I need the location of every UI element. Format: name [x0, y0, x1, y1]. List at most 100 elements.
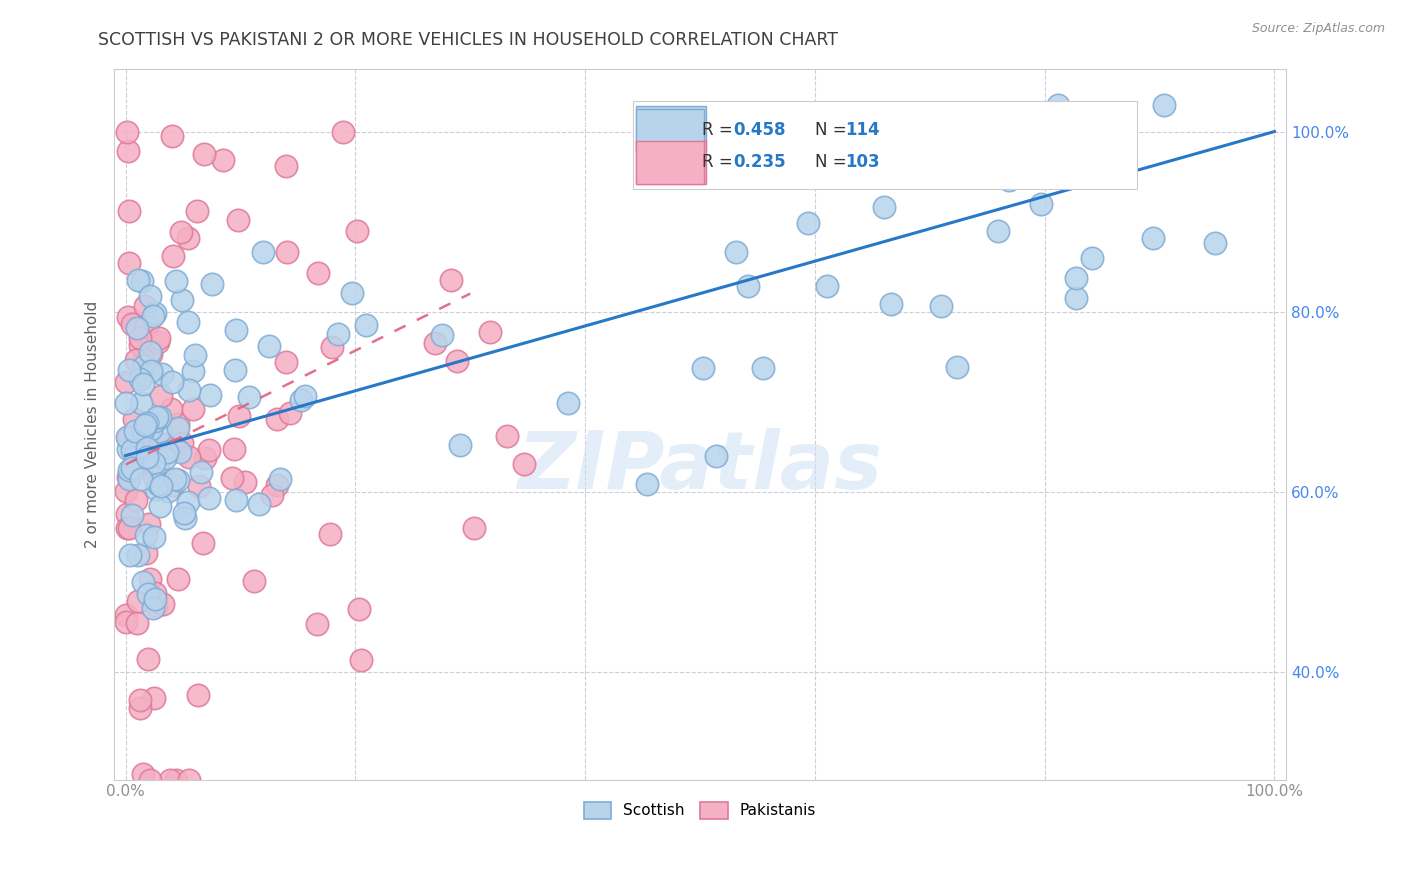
Point — [115, 507, 138, 521]
Point — [125, 321, 148, 335]
Point — [136, 587, 159, 601]
Point — [129, 396, 152, 410]
Point — [191, 536, 214, 550]
Point — [179, 383, 201, 397]
Point — [692, 361, 714, 376]
Point — [332, 124, 354, 138]
Point — [307, 266, 329, 280]
Point — [225, 323, 247, 337]
Point — [121, 317, 143, 331]
Point — [122, 411, 145, 425]
Point — [162, 249, 184, 263]
Point — [117, 144, 139, 158]
Point — [201, 277, 224, 291]
Text: SCOTTISH VS PAKISTANI 2 OR MORE VEHICLES IN HOUSEHOLD CORRELATION CHART: SCOTTISH VS PAKISTANI 2 OR MORE VEHICLES… — [98, 31, 838, 49]
Point — [269, 472, 291, 486]
Point — [132, 767, 155, 781]
Point — [181, 402, 204, 417]
Text: 0.458: 0.458 — [733, 121, 786, 139]
Point — [136, 316, 159, 330]
Point — [1088, 145, 1111, 159]
Point — [149, 500, 172, 514]
Point — [117, 521, 139, 535]
Point — [139, 422, 162, 436]
Point — [430, 328, 453, 343]
Point — [136, 441, 159, 455]
Point — [737, 279, 759, 293]
Point — [200, 388, 222, 402]
Point — [134, 354, 156, 368]
Point — [129, 472, 152, 486]
Point — [228, 212, 250, 227]
Point — [163, 472, 186, 486]
Point — [1043, 147, 1066, 161]
Point — [114, 376, 136, 390]
Point — [987, 224, 1010, 238]
Point — [274, 354, 297, 368]
Point — [114, 395, 136, 409]
Point — [998, 173, 1021, 187]
Point — [115, 124, 138, 138]
Point — [145, 482, 167, 496]
Point — [145, 410, 167, 425]
FancyBboxPatch shape — [636, 109, 703, 152]
Point — [132, 359, 155, 373]
Point — [132, 368, 155, 382]
Point — [150, 479, 173, 493]
Point — [139, 289, 162, 303]
Text: R =: R = — [703, 153, 738, 171]
Point — [118, 362, 141, 376]
Point — [131, 376, 153, 391]
Point — [141, 364, 163, 378]
Text: N =: N = — [815, 121, 852, 139]
Point — [121, 508, 143, 523]
Point — [132, 423, 155, 437]
Point — [704, 449, 727, 463]
Point — [131, 424, 153, 438]
Point — [141, 415, 163, 429]
Point — [138, 516, 160, 531]
Point — [118, 472, 141, 486]
FancyBboxPatch shape — [633, 101, 1137, 189]
Point — [1204, 235, 1226, 250]
Point — [166, 274, 188, 288]
Text: R =: R = — [703, 121, 738, 139]
Point — [1080, 251, 1102, 265]
Point — [153, 436, 176, 450]
Point — [167, 421, 190, 435]
Point — [149, 389, 172, 403]
Point — [167, 474, 190, 488]
Point — [225, 493, 247, 508]
Point — [169, 444, 191, 458]
Text: ZIPatlas: ZIPatlas — [517, 428, 883, 506]
Point — [495, 428, 517, 442]
Point — [128, 701, 150, 715]
Point — [152, 597, 174, 611]
Point — [135, 428, 157, 442]
Legend: Scottish, Pakistanis: Scottish, Pakistanis — [578, 796, 823, 825]
Point — [132, 575, 155, 590]
Point — [340, 285, 363, 300]
Point — [1069, 146, 1091, 161]
Point — [149, 425, 172, 439]
Point — [197, 443, 219, 458]
Point — [243, 574, 266, 589]
Point — [262, 488, 284, 502]
Point — [194, 450, 217, 465]
Point — [294, 389, 316, 403]
Point — [238, 390, 260, 404]
Point — [187, 478, 209, 492]
Point — [354, 318, 377, 332]
Point — [198, 491, 221, 506]
Point — [173, 511, 195, 525]
Point — [425, 335, 447, 350]
Point — [177, 495, 200, 509]
Point — [143, 306, 166, 320]
Point — [134, 418, 156, 433]
Point — [740, 152, 762, 166]
Point — [148, 335, 170, 350]
Point — [350, 653, 373, 667]
Point — [118, 255, 141, 269]
Point — [129, 372, 152, 386]
Point — [166, 442, 188, 457]
